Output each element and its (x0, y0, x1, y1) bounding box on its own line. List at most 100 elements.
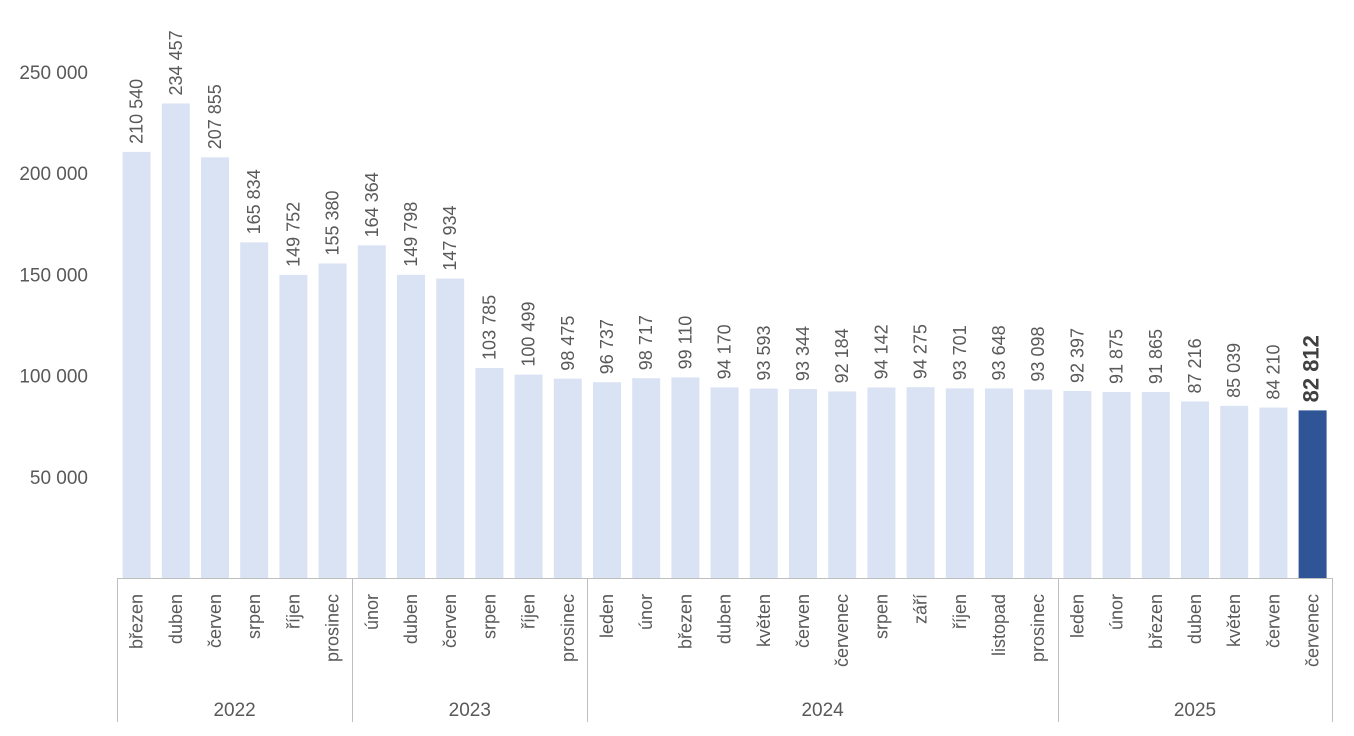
data-label: 91 865 (1146, 329, 1166, 384)
data-label: 94 142 (871, 324, 891, 379)
bar (1102, 392, 1131, 578)
data-label: 99 110 (675, 316, 695, 370)
month-label: duben (715, 594, 735, 644)
bar (122, 151, 151, 578)
month-label: prosinec (558, 594, 578, 662)
data-label: 94 170 (715, 324, 735, 379)
month-label: březen (1146, 594, 1166, 649)
y-tick-label: 100 000 (19, 367, 88, 388)
bar (828, 391, 857, 578)
month-label: červen (793, 594, 813, 648)
data-label: 92 397 (1067, 328, 1087, 383)
data-label: 96 737 (597, 319, 617, 374)
data-label: 147 934 (440, 206, 460, 271)
bar (593, 382, 621, 578)
month-label: červen (1263, 594, 1283, 648)
month-label: říjen (283, 594, 303, 629)
bar (1259, 407, 1288, 578)
bar (397, 274, 425, 578)
bar (279, 274, 308, 578)
bar-highlight (1298, 410, 1327, 578)
y-tick-label: 150 000 (19, 265, 88, 286)
month-label: červen (440, 594, 460, 648)
data-label: 87 216 (1185, 338, 1205, 393)
bar (475, 367, 504, 578)
data-label: 93 701 (950, 325, 970, 380)
month-label: listopad (989, 594, 1009, 656)
bar (867, 387, 896, 578)
month-label: březen (675, 594, 695, 649)
data-label: 149 798 (401, 202, 421, 267)
bar (1063, 390, 1092, 578)
month-label: leden (597, 594, 617, 638)
data-label: 93 593 (754, 326, 774, 381)
data-label: 93 344 (793, 326, 813, 381)
month-label: únor (636, 594, 656, 630)
data-label: 164 364 (362, 172, 382, 237)
bar (749, 388, 778, 578)
data-label: 207 855 (205, 84, 225, 149)
bar (201, 157, 229, 578)
month-label: duben (166, 594, 186, 644)
data-label: 98 475 (558, 316, 578, 371)
data-label: 234 457 (166, 30, 186, 95)
value-labels: 210 540 234 457 207 855 165 834 149 752 155 3… (127, 30, 1324, 402)
data-label: 92 184 (832, 328, 852, 383)
x-axis: březen duben červen srpen říjen prosinec únor d… (117, 578, 1333, 722)
month-label: únor (362, 594, 382, 630)
data-label: 93 648 (989, 325, 1009, 380)
bar (906, 387, 935, 578)
month-label: srpen (479, 594, 499, 639)
bar (161, 103, 190, 578)
month-label: leden (1067, 594, 1087, 638)
data-label: 149 752 (283, 202, 303, 267)
month-label: srpen (871, 594, 891, 639)
bar (985, 388, 1013, 578)
data-label: 210 540 (127, 79, 147, 144)
month-label: prosinec (1028, 594, 1048, 662)
bar (1220, 405, 1249, 578)
bar-series (122, 103, 1327, 578)
month-label: červenec (1303, 594, 1323, 667)
month-label: červen (205, 594, 225, 648)
data-label: 91 875 (1107, 329, 1127, 384)
month-label: říjen (950, 594, 970, 629)
data-label: 165 834 (244, 169, 264, 234)
data-label: 82 812 (1299, 335, 1324, 402)
y-axis: 50 000 100 000 150 000 200 000 250 000 (19, 63, 88, 489)
bar (1024, 389, 1053, 578)
bar (436, 278, 465, 578)
bar (789, 389, 817, 578)
bar (318, 263, 347, 578)
year-label: 2023 (449, 700, 491, 721)
month-label: srpen (244, 594, 264, 639)
y-tick-label: 50 000 (30, 468, 88, 489)
bar (1181, 401, 1209, 578)
bar (632, 378, 661, 578)
data-label: 94 275 (911, 324, 931, 379)
data-label: 84 210 (1263, 344, 1283, 399)
month-label: květen (754, 594, 774, 647)
month-label: červenec (832, 594, 852, 667)
month-label: únor (1107, 594, 1127, 630)
month-label: říjen (519, 594, 539, 629)
bar (357, 245, 386, 578)
month-label: květen (1224, 594, 1244, 647)
bar (671, 377, 700, 578)
bar (1141, 392, 1170, 578)
month-label: duben (1185, 594, 1205, 644)
year-label: 2025 (1174, 700, 1216, 721)
data-label: 85 039 (1224, 343, 1244, 398)
bar (710, 387, 739, 578)
bar (945, 388, 974, 578)
y-tick-label: 250 000 (19, 63, 88, 84)
data-label: 155 380 (323, 190, 343, 255)
year-label: 2024 (801, 700, 844, 721)
bar (553, 378, 582, 578)
month-label: prosinec (323, 594, 343, 662)
bar (240, 242, 269, 578)
data-label: 98 717 (636, 315, 656, 370)
y-tick-label: 200 000 (19, 164, 88, 185)
